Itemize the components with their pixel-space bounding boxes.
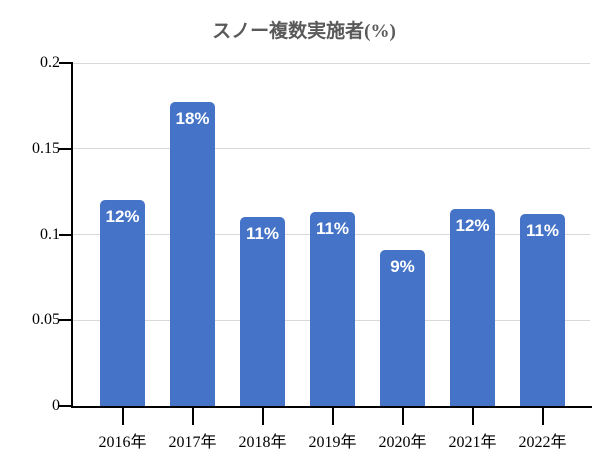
x-axis-tick	[121, 406, 124, 425]
y-tick-label: 0	[52, 397, 60, 414]
gridline	[73, 62, 590, 64]
bar-value-label: 11%	[315, 219, 350, 239]
y-tick-label: 0.05	[32, 311, 60, 329]
bar-value-label: 12%	[455, 215, 490, 235]
x-axis-tick	[541, 406, 544, 425]
y-axis-tick	[59, 233, 73, 236]
y-tick-label: 0.1	[40, 225, 60, 243]
x-tick-label: 2019年	[308, 434, 357, 451]
gridline	[73, 148, 590, 150]
bar-2020年: 9%	[380, 249, 425, 406]
bar-value-label: 11%	[245, 224, 280, 244]
chart-title: スノー複数実施者(%)	[212, 21, 396, 42]
bar-2022年: 11%	[520, 213, 565, 406]
x-axis-tick	[331, 406, 334, 425]
y-tick-label: 0.15	[32, 139, 60, 157]
x-axis-tick	[401, 406, 404, 425]
y-tick-label: 0.2	[40, 54, 60, 71]
y-axis-line	[71, 63, 73, 408]
plot-area: 12% 18% 11% 11% 9% 12% 11%	[59, 62, 590, 425]
y-axis-tick	[59, 62, 73, 64]
y-axis-tick	[59, 405, 73, 407]
y-axis-tick	[59, 147, 73, 150]
bar-2017年: 18%	[170, 102, 215, 406]
x-tick-label: 2016年	[98, 434, 147, 451]
x-axis-tick	[471, 406, 474, 425]
bar-value-label: 9%	[390, 256, 415, 276]
bar-value-label: 12%	[105, 207, 140, 227]
bar-value-label: 11%	[525, 220, 560, 240]
x-tick-label: 2017年	[168, 434, 217, 451]
x-tick-label: 2022年	[518, 434, 567, 451]
bar-2016年: 12%	[100, 200, 145, 406]
bar-value-label: 18%	[175, 109, 210, 129]
y-axis-tick	[59, 319, 73, 322]
x-axis-tick	[261, 406, 264, 425]
x-axis-tick	[191, 406, 194, 425]
x-tick-label: 2020年	[378, 434, 427, 451]
bar-2018年: 11%	[240, 217, 285, 406]
bar-2021年: 12%	[450, 208, 495, 406]
x-tick-label: 2021年	[448, 434, 497, 451]
bar-2019年: 11%	[310, 212, 355, 406]
x-tick-label: 2018年	[238, 434, 287, 451]
